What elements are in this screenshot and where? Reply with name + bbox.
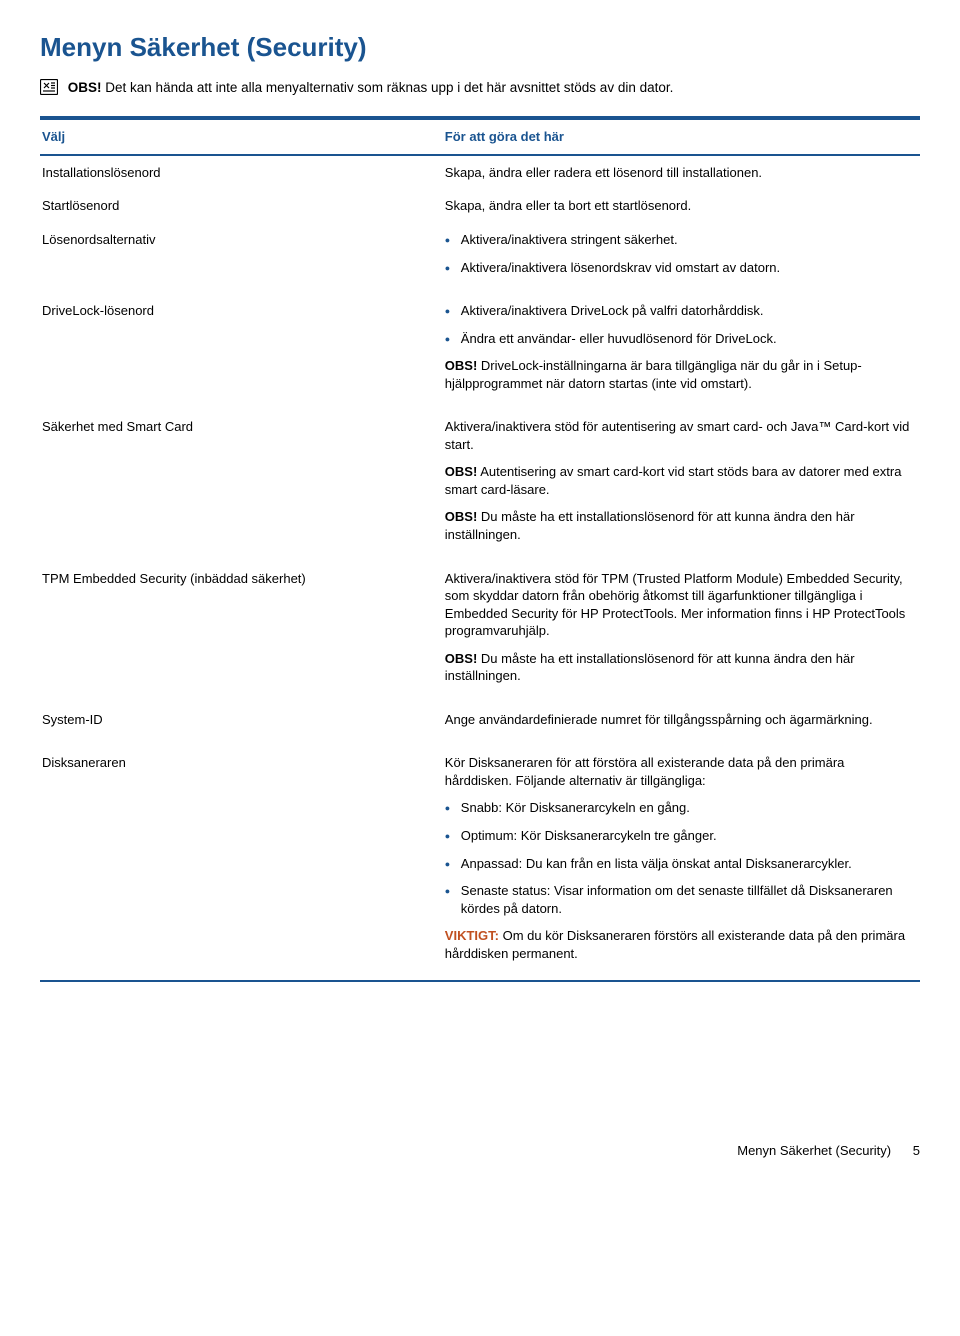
obs-label: OBS! [68,80,102,95]
security-menu-table: Välj För att göra det här Installationsl… [40,116,920,980]
cell-left: System-ID [40,703,445,747]
table-end-rule [40,980,920,982]
table-row: TPM Embedded Security (inbäddad säkerhet… [40,562,920,703]
list-item: Aktivera/inaktivera DriveLock på valfri … [445,302,912,320]
table-row: Disksaneraren Kör Disksaneraren för att … [40,746,920,980]
cell-right: Aktivera/inaktivera DriveLock på valfri … [445,294,920,410]
cell-left: Disksaneraren [40,746,445,980]
cell-right: Kör Disksaneraren för att förstöra all e… [445,746,920,980]
cell-left: Lösenordsalternativ [40,223,445,294]
paragraph: Kör Disksaneraren för att förstöra all e… [445,754,912,789]
note-icon [40,79,58,100]
note-paragraph: OBS! Du måste ha ett installationslöseno… [445,650,912,685]
list-item: Aktivera/inaktivera lösenordskrav vid om… [445,259,912,277]
viktigt-text: Om du kör Disksaneraren förstörs all exi… [445,928,905,961]
table-header-row: Välj För att göra det här [40,118,920,155]
cell-left: TPM Embedded Security (inbäddad säkerhet… [40,562,445,703]
cell-left: Startlösenord [40,189,445,223]
obs-inline-label: OBS! [445,358,478,373]
obs-inline-text: Du måste ha ett installationslösenord fö… [445,651,855,684]
obs-inline-text: Du måste ha ett installationslösenord fö… [445,509,855,542]
table-row: Startlösenord Skapa, ändra eller ta bort… [40,189,920,223]
cell-right: Ange användardefinierade numret för till… [445,703,920,747]
page-title: Menyn Säkerhet (Security) [40,30,920,65]
table-row: System-ID Ange användardefinierade numre… [40,703,920,747]
list-item: Aktivera/inaktivera stringent säkerhet. [445,231,912,249]
list-item: Snabb: Kör Disksanerarcykeln en gång. [445,799,912,817]
list-item: Anpassad: Du kan från en lista välja öns… [445,855,912,873]
list-item: Optimum: Kör Disksanerarcykeln tre gånge… [445,827,912,845]
obs-inline-text: DriveLock-inställningarna är bara tillgä… [445,358,862,391]
obs-inline-label: OBS! [445,651,478,666]
table-row: Säkerhet med Smart Card Aktivera/inaktiv… [40,410,920,561]
paragraph: Ange användardefinierade numret för till… [445,711,912,729]
note-paragraph: OBS! Du måste ha ett installationslöseno… [445,508,912,543]
viktigt-label: VIKTIGT: [445,928,499,943]
paragraph: Aktivera/inaktivera stöd för TPM (Truste… [445,570,912,640]
page-footer: Menyn Säkerhet (Security) 5 [40,1142,920,1160]
footer-page-number: 5 [913,1143,920,1158]
obs-inline-label: OBS! [445,464,478,479]
cell-right: Aktivera/inaktivera stöd för autentiseri… [445,410,920,561]
obs-text: Det kan hända att inte alla menyalternat… [105,80,673,95]
page-note: OBS! Det kan hända att inte alla menyalt… [66,79,920,100]
important-paragraph: VIKTIGT: Om du kör Disksaneraren förstör… [445,927,912,962]
cell-right: Aktivera/inaktivera stringent säkerhet. … [445,223,920,294]
note-paragraph: OBS! DriveLock-inställningarna är bara t… [445,357,912,392]
cell-left: Säkerhet med Smart Card [40,410,445,561]
obs-inline-text: Autentisering av smart card-kort vid sta… [445,464,902,497]
list-item: Senaste status: Visar information om det… [445,882,912,917]
footer-title: Menyn Säkerhet (Security) [737,1143,891,1158]
cell-right: Skapa, ändra eller ta bort ett startlöse… [445,189,920,223]
list-item: Ändra ett användar- eller huvudlösenord … [445,330,912,348]
obs-inline-label: OBS! [445,509,478,524]
cell-right: Skapa, ändra eller radera ett lösenord t… [445,155,920,190]
table-row: Lösenordsalternativ Aktivera/inaktivera … [40,223,920,294]
table-row: Installationslösenord Skapa, ändra eller… [40,155,920,190]
cell-right: Aktivera/inaktivera stöd för TPM (Truste… [445,562,920,703]
paragraph: Aktivera/inaktivera stöd för autentiseri… [445,418,912,453]
cell-left: Installationslösenord [40,155,445,190]
cell-left: DriveLock-lösenord [40,294,445,410]
col-action: För att göra det här [445,118,920,155]
col-select: Välj [40,118,445,155]
table-row: DriveLock-lösenord Aktivera/inaktivera D… [40,294,920,410]
note-paragraph: OBS! Autentisering av smart card-kort vi… [445,463,912,498]
